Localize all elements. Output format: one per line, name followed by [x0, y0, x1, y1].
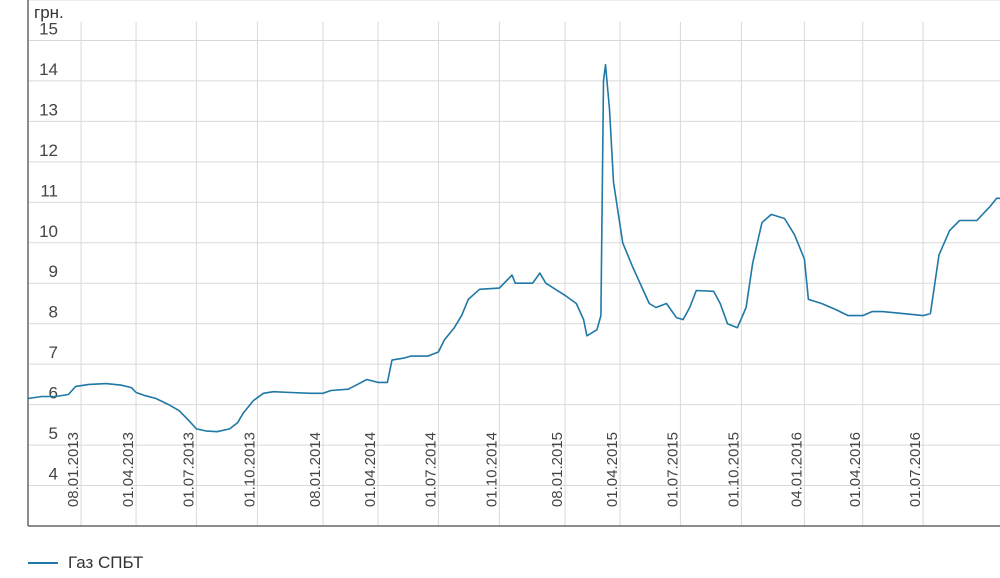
horizontal-gridlines — [28, 0, 1000, 527]
y-tick-label: 11 — [40, 181, 58, 200]
x-tick-label: 01.07.2015 — [664, 432, 681, 507]
y-tick-labels: 4 5 6 7 8 9 10 11 12 13 14 15 — [39, 19, 58, 483]
vertical-gridlines — [80, 22, 924, 526]
line-chart: грн. 4 5 6 7 8 9 10 11 12 13 14 15 08.01.2013 01.04.… — [27, 0, 1000, 527]
x-tick-labels: 08.01.2013 01.04.2013 01.07.2013 01.10.2013… — [65, 432, 924, 507]
y-tick-label: 15 — [39, 19, 58, 38]
x-tick-label: 04.01.2016 — [788, 432, 805, 507]
legend-swatch — [28, 562, 58, 564]
x-tick-label: 01.07.2014 — [422, 432, 439, 507]
x-tick-label: 01.07.2016 — [907, 432, 924, 507]
x-tick-label: 01.04.2016 — [847, 432, 864, 507]
y-tick-label: 9 — [49, 262, 58, 281]
y-axis-unit-label: грн. — [34, 3, 64, 22]
y-tick-label: 5 — [49, 424, 58, 443]
y-tick-label: 4 — [49, 465, 58, 484]
y-tick-label: 7 — [49, 343, 58, 362]
y-tick-label: 8 — [49, 303, 58, 322]
x-tick-label: 01.10.2014 — [483, 432, 500, 507]
x-tick-label: 01.10.2013 — [241, 432, 258, 507]
x-tick-label: 08.01.2014 — [307, 432, 324, 507]
x-tick-label: 01.04.2015 — [604, 432, 621, 507]
y-tick-label: 6 — [49, 384, 58, 403]
y-tick-label: 10 — [39, 222, 58, 241]
x-tick-label: 08.01.2015 — [549, 432, 566, 507]
series-line-gas-spbt — [27, 63, 1000, 433]
y-tick-label: 14 — [39, 60, 58, 79]
legend: Газ СПБТ — [28, 552, 143, 574]
x-tick-label: 01.10.2015 — [725, 432, 742, 507]
y-tick-label: 13 — [39, 100, 58, 119]
x-tick-label: 01.04.2013 — [120, 432, 137, 507]
x-tick-label: 01.04.2014 — [362, 432, 379, 507]
x-tick-label: 01.07.2013 — [180, 432, 197, 507]
x-tick-label: 08.01.2013 — [65, 432, 82, 507]
legend-label: Газ СПБТ — [68, 553, 144, 572]
y-tick-label: 12 — [39, 141, 58, 160]
